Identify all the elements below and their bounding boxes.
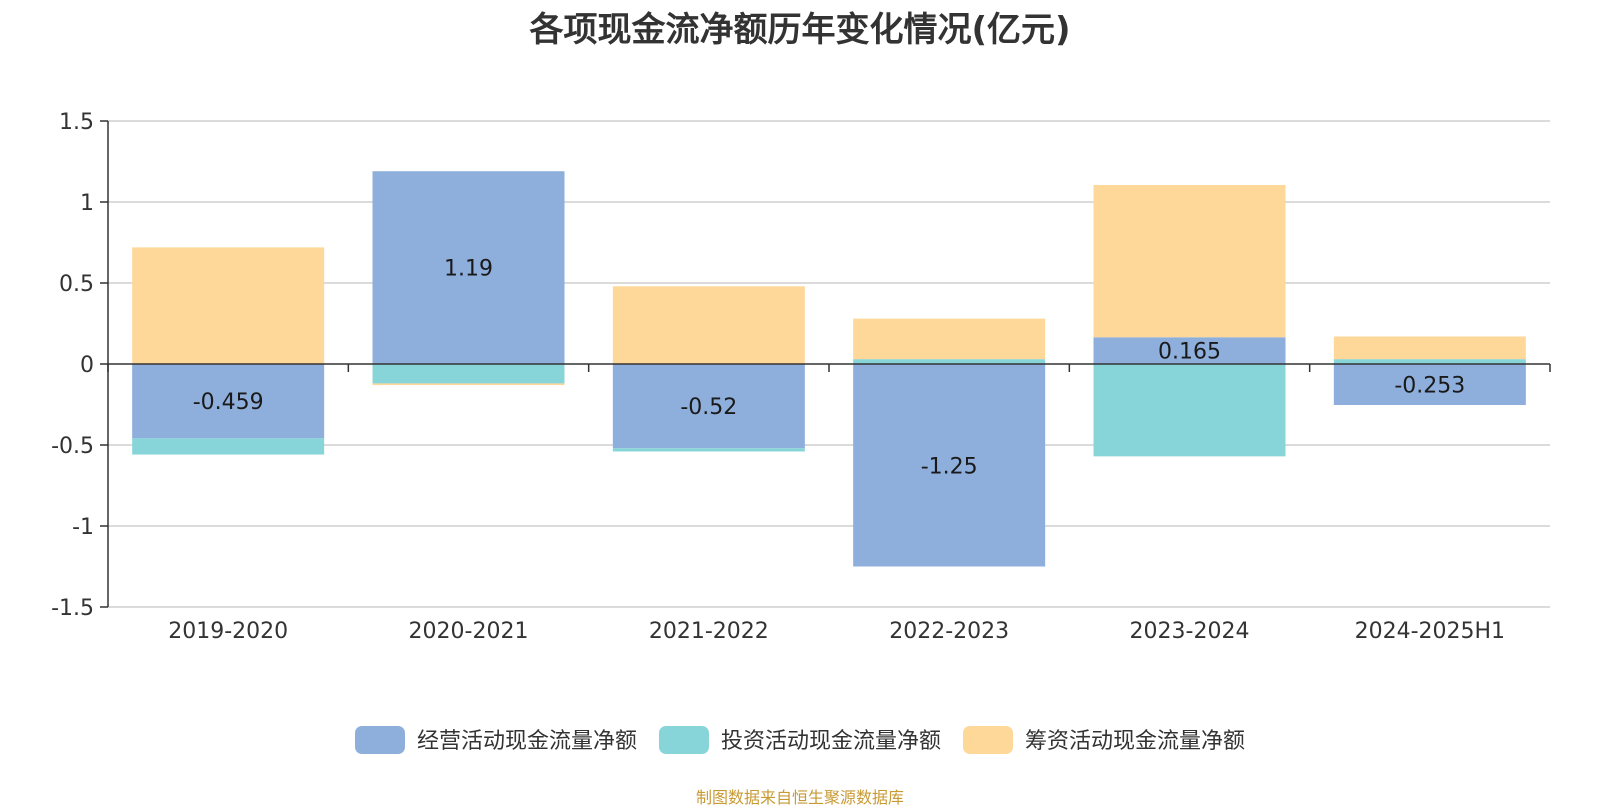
data-label: -0.253 [1394, 373, 1465, 398]
bar-investing [1093, 364, 1286, 457]
chart-title: 各项现金流净额历年变化情况(亿元) [529, 10, 1071, 50]
x-tick-label: 2020-2021 [409, 619, 529, 644]
bar-operating [853, 364, 1046, 567]
legend-label: 投资活动现金流量净额 [721, 729, 941, 754]
data-labels: -0.459 1.19 -0.52 -1.25 0.165 -0.253 [193, 257, 1466, 480]
x-tick-label: 2023-2024 [1130, 619, 1250, 644]
y-tick-label: -0.5 [51, 434, 94, 459]
bar-operating [132, 364, 325, 439]
data-label: -0.52 [680, 395, 737, 420]
data-label: 1.19 [444, 257, 493, 282]
bar-operating [1333, 364, 1526, 405]
gridlines [108, 120, 1550, 608]
bar-investing [132, 438, 325, 455]
legend-swatch [355, 726, 405, 754]
bar-operating [372, 171, 565, 364]
data-source-note: 制图数据来自恒生聚源数据库 [695, 788, 904, 807]
data-label: -0.459 [193, 390, 264, 415]
x-tick-label: 2022-2023 [889, 619, 1009, 644]
bar-investing [372, 364, 565, 384]
y-tick-label: -1.5 [51, 596, 94, 621]
bar-investing [1333, 359, 1526, 364]
legend-swatch [963, 726, 1013, 754]
legend-label: 经营活动现金流量净额 [417, 729, 637, 754]
bar-investing [853, 359, 1046, 364]
data-label: 0.165 [1158, 340, 1221, 365]
y-tick-label: 0 [80, 353, 94, 378]
bar-financing [132, 247, 325, 364]
legend-swatch [659, 726, 709, 754]
bars [132, 171, 1526, 567]
data-label: -1.25 [921, 454, 978, 479]
legend-label: 筹资活动现金流量净额 [1025, 729, 1245, 754]
y-tick-label: 1.5 [59, 110, 94, 135]
axes: 1.5 1 0.5 0 -0.5 -1 -1.5 2019-2020 2020-2021 2021… [51, 110, 1551, 644]
x-tick-label: 2024-2025H1 [1355, 619, 1505, 644]
bar-operating [1093, 337, 1286, 364]
bar-financing [612, 286, 805, 364]
legend[interactable]: 经营活动现金流量净额 投资活动现金流量净额 筹资活动现金流量净额 [355, 726, 1245, 754]
y-tick-label: -1 [72, 515, 94, 540]
bar-financing [853, 318, 1046, 360]
y-tick-label: 0.5 [59, 272, 94, 297]
x-tick-label: 2019-2020 [168, 619, 288, 644]
x-tick-label: 2021-2022 [649, 619, 769, 644]
bar-operating [612, 364, 805, 449]
bar-investing [612, 448, 805, 452]
bar-financing [372, 383, 565, 386]
bar-financing [1093, 184, 1286, 338]
y-tick-label: 1 [80, 191, 94, 216]
bar-financing [1333, 336, 1526, 360]
